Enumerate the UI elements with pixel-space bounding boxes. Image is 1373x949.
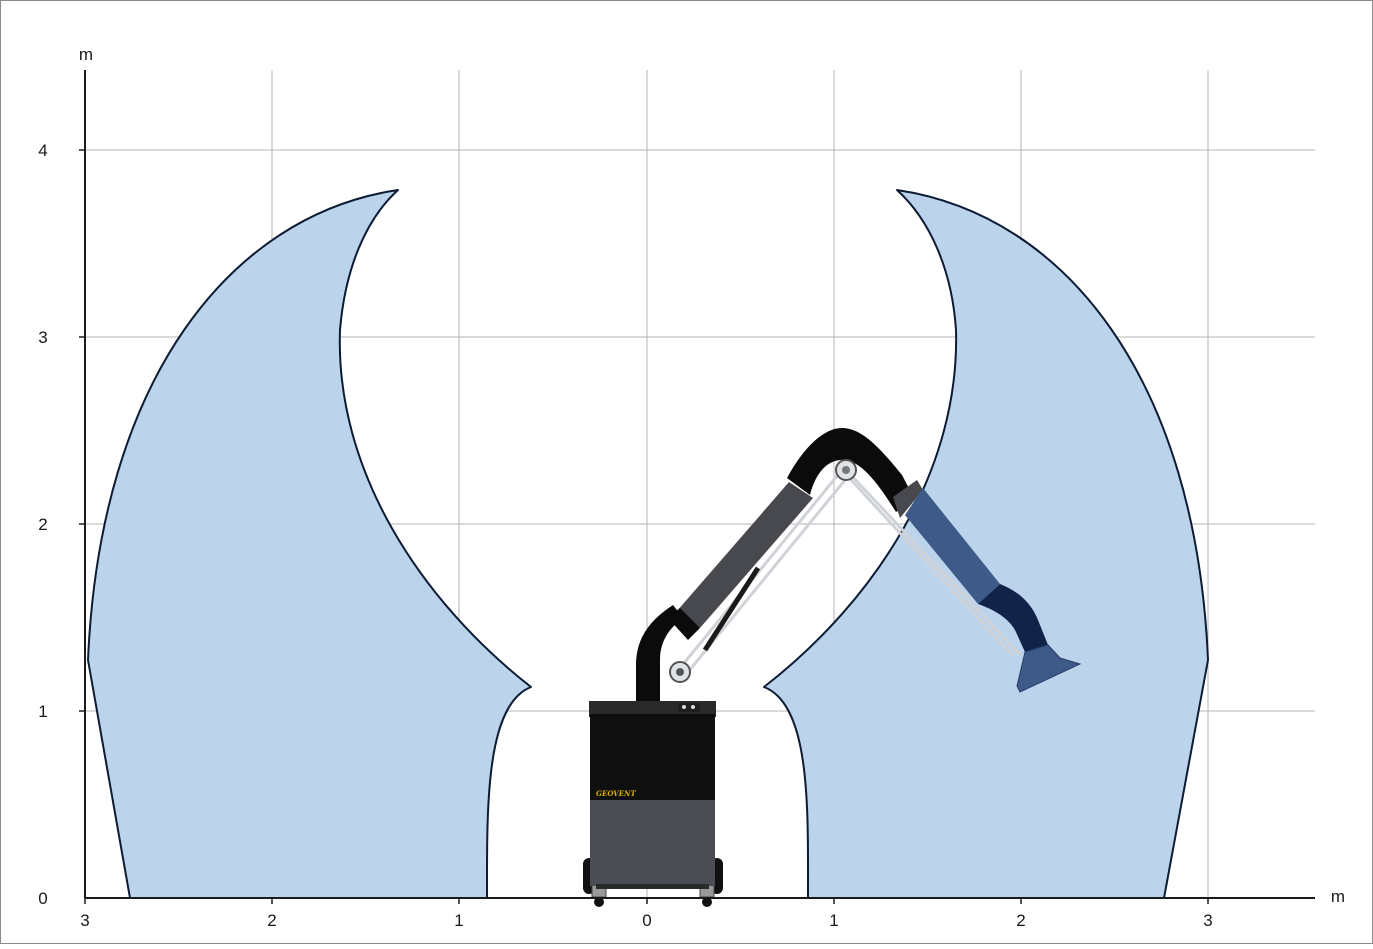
tick-marks [79,149,1209,904]
brand-label: GEOVENT [596,789,636,798]
y-tick-label: 4 [38,141,47,160]
y-axis-unit: m [79,45,93,64]
power-switch [682,705,686,709]
x-tick-labels: 3 2 1 0 1 2 3 [80,911,1212,930]
upper-arm-tube-in-zone [905,488,1000,604]
cabinet-bottom [590,800,715,886]
upper-strut-2 [848,472,1022,657]
caster-wheel-right [702,897,712,907]
extraction-hood [1016,644,1082,693]
gas-spring [702,566,761,652]
caster-wheel-left [594,897,604,907]
reach-zone-right [763,189,1209,899]
speed-switch [691,705,695,709]
y-tick-labels: 0 1 2 3 4 [38,141,47,908]
x-tick-label: 0 [642,911,651,930]
upper-hose-joint [978,584,1048,652]
reach-zone-left [87,189,532,899]
upper-arm-tube [893,480,923,518]
lower-strut [678,469,844,669]
y-tick-label: 1 [38,702,47,721]
y-tick-label: 2 [38,515,47,534]
base-joint-pin [676,668,684,676]
x-tick-label: 1 [454,911,463,930]
x-tick-label: 2 [267,911,276,930]
lower-hose-joint [668,608,700,640]
x-tick-label: 3 [80,911,89,930]
x-axis-unit: m [1331,887,1345,906]
cabinet-base [596,884,709,889]
y-tick-label: 3 [38,328,47,347]
cabinet-top [590,714,715,800]
control-panel [678,703,700,712]
x-tick-label: 3 [1203,911,1212,930]
extraction-unit: GEOVENT [583,428,1082,907]
elbow-joint-pin [842,466,850,474]
axes [84,70,1315,899]
x-tick-label: 1 [829,911,838,930]
x-tick-label: 2 [1016,911,1025,930]
lower-arm-tube [677,482,813,628]
hose-base [636,605,683,701]
upper-strut [840,468,1014,657]
elbow-hose [787,428,915,512]
y-tick-label: 0 [38,889,47,908]
